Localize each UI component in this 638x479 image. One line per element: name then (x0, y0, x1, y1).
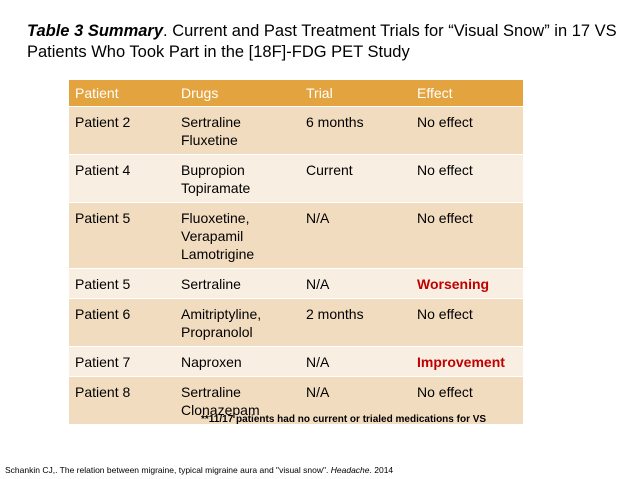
cell-drugs: Naproxen (175, 346, 300, 377)
header-patient: Patient (69, 80, 175, 107)
table-row: Patient 7 Naproxen N/A Improvement (69, 346, 523, 377)
cell-effect-worsening: Worsening (411, 268, 523, 299)
cell-drugs: Bupropion Topiramate (175, 154, 300, 203)
cell-patient: Patient 2 (69, 106, 175, 155)
table-header-row: Patient Drugs Trial Effect (69, 80, 523, 107)
cell-patient: Patient 8 (69, 376, 175, 424)
header-drugs: Drugs (175, 80, 300, 107)
cell-trial: N/A (300, 268, 411, 299)
cell-drugs: Fluoxetine, Verapamil Lamotrigine (175, 202, 300, 269)
cell-drugs: Sertraline (175, 268, 300, 299)
table-row: Patient 6 Amitriptyline, Propranolol 2 m… (69, 298, 523, 347)
treatment-trials-table: Patient Drugs Trial Effect Patient 2 Ser… (69, 80, 523, 424)
cell-patient: Patient 6 (69, 298, 175, 347)
footnote: **11/17 patients had no current or trial… (201, 414, 487, 425)
drug-name: Bupropion (181, 162, 245, 178)
cell-effect-improvement: Improvement (411, 346, 523, 377)
cell-drugs: Sertraline Clonazepam (175, 376, 300, 424)
drug-name: Fluoxetine, (181, 210, 250, 226)
cell-trial: 2 months (300, 298, 411, 347)
cell-patient: Patient 5 (69, 202, 175, 269)
citation-year: . 2014 (369, 465, 394, 475)
cell-trial: N/A (300, 346, 411, 377)
drug-name: Propranolol (181, 324, 253, 340)
table-title-label: Table 3 Summary (27, 22, 164, 40)
cell-effect: No effect (411, 376, 523, 424)
cell-effect: No effect (411, 298, 523, 347)
citation-text: Schankin CJ,. The relation between migra… (5, 465, 331, 475)
table-title-text: . Current and Past Treatment Trials for … (27, 22, 617, 61)
cell-patient: Patient 7 (69, 346, 175, 377)
citation-journal: Headache (330, 465, 370, 475)
drug-name: Sertraline (181, 384, 241, 400)
table-row: Patient 4 Bupropion Topiramate Current N… (69, 154, 523, 203)
citation: Schankin CJ,. The relation between migra… (5, 465, 393, 475)
cell-patient: Patient 5 (69, 268, 175, 299)
table-row: Patient 5 Fluoxetine, Verapamil Lamotrig… (69, 202, 523, 269)
cell-effect: No effect (411, 154, 523, 203)
table-title: Table 3 Summary. Current and Past Treatm… (27, 21, 627, 63)
drug-name: Sertraline (181, 114, 241, 130)
cell-drugs: Sertraline Fluxetine (175, 106, 300, 155)
header-effect: Effect (411, 80, 523, 107)
cell-drugs: Amitriptyline, Propranolol (175, 298, 300, 347)
table-row: Patient 5 Sertraline N/A Worsening (69, 268, 523, 299)
cell-trial: Current (300, 154, 411, 203)
drug-name: Verapamil (181, 228, 244, 244)
drug-name: Amitriptyline, (181, 306, 262, 322)
header-trial: Trial (300, 80, 411, 107)
cell-trial: N/A (300, 202, 411, 269)
cell-effect: No effect (411, 106, 523, 155)
drug-name: Fluxetine (181, 132, 238, 148)
cell-patient: Patient 4 (69, 154, 175, 203)
table-row: Patient 2 Sertraline Fluxetine 6 months … (69, 106, 523, 155)
drug-name: Naproxen (181, 354, 242, 370)
cell-effect: No effect (411, 202, 523, 269)
drug-name: Clonazepam (181, 402, 260, 418)
table-row: Patient 8 Sertraline Clonazepam N/A No e… (69, 376, 523, 424)
drug-name: Sertraline (181, 276, 241, 292)
drug-name: Lamotrigine (181, 246, 255, 262)
cell-trial: 6 months (300, 106, 411, 155)
cell-trial: N/A (300, 376, 411, 424)
drug-name: Topiramate (181, 180, 251, 196)
